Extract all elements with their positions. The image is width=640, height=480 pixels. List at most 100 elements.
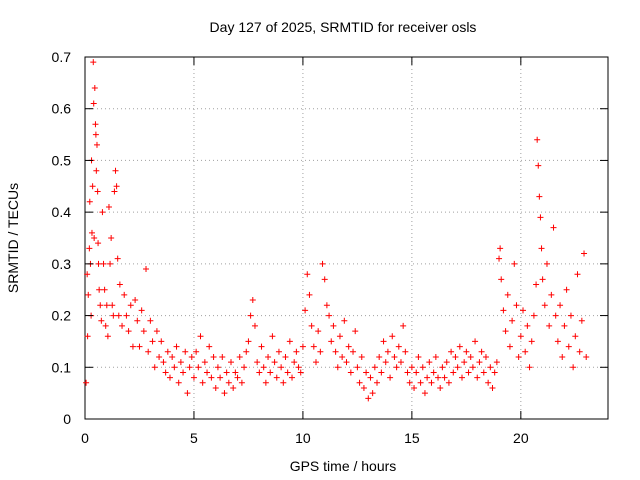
data-point <box>485 379 492 386</box>
data-point <box>180 369 187 376</box>
data-point <box>489 384 496 391</box>
data-point <box>408 364 415 371</box>
data-point <box>380 338 387 345</box>
data-point <box>443 359 450 366</box>
data-point <box>341 317 348 324</box>
data-point <box>299 343 306 350</box>
data-point <box>417 379 424 386</box>
x-axis-ticks: 0 5 10 15 20 <box>81 57 529 446</box>
data-point <box>127 302 134 309</box>
data-point <box>230 384 237 391</box>
data-point <box>435 374 442 381</box>
data-point <box>498 276 505 283</box>
data-point <box>134 317 141 324</box>
grid-lines <box>85 57 608 419</box>
data-point <box>330 322 337 329</box>
data-point <box>92 121 99 128</box>
plot-frame <box>84 56 609 420</box>
data-point <box>93 141 100 148</box>
data-point <box>369 390 376 397</box>
data-point <box>114 255 121 262</box>
data-point <box>546 322 553 329</box>
data-point <box>254 359 261 366</box>
data-point <box>480 369 487 376</box>
data-point <box>326 312 333 319</box>
data-point <box>517 333 524 340</box>
data-point <box>177 359 184 366</box>
data-point <box>461 359 468 366</box>
data-point <box>210 353 217 360</box>
data-point <box>428 379 435 386</box>
x-tick-label: 0 <box>81 430 89 446</box>
data-point <box>491 369 498 376</box>
data-point <box>271 359 278 366</box>
x-axis-label: GPS time / hours <box>290 458 397 474</box>
data-point <box>190 374 197 381</box>
data-point <box>109 302 116 309</box>
x-tick-label: 20 <box>513 430 529 446</box>
data-point <box>251 322 258 329</box>
data-point <box>354 364 361 371</box>
data-point <box>95 260 102 267</box>
data-point <box>415 353 422 360</box>
data-point <box>439 364 446 371</box>
data-point <box>541 302 548 309</box>
data-point <box>225 379 232 386</box>
data-point <box>88 229 95 236</box>
data-point <box>89 183 96 190</box>
data-point <box>506 343 513 350</box>
data-point <box>345 343 352 350</box>
data-point <box>536 193 543 200</box>
data-point <box>96 286 103 293</box>
data-point <box>550 224 557 231</box>
data-point <box>424 374 431 381</box>
data-point <box>108 235 115 241</box>
data-point <box>343 359 350 366</box>
data-point <box>456 343 463 350</box>
data-point <box>115 312 122 319</box>
data-point <box>214 364 221 371</box>
y-axis-ticks: 0 0.1 0.2 0.3 0.4 0.5 0.6 0.7 <box>52 49 608 427</box>
data-point <box>472 338 479 345</box>
data-point <box>138 307 145 314</box>
data-point <box>328 338 335 345</box>
data-point <box>334 364 341 371</box>
data-point <box>247 312 254 319</box>
data-point <box>306 291 313 298</box>
data-point <box>112 167 119 174</box>
data-point <box>123 312 130 319</box>
data-point <box>249 297 256 304</box>
data-point <box>256 369 263 376</box>
data-point <box>570 364 577 371</box>
data-point <box>511 260 518 267</box>
data-point <box>308 322 315 329</box>
data-point <box>223 369 230 376</box>
data-point <box>554 338 561 345</box>
data-point <box>166 374 173 381</box>
data-point <box>195 364 202 371</box>
data-point <box>162 369 169 376</box>
data-point <box>376 353 383 360</box>
data-point <box>282 353 289 360</box>
data-point <box>552 312 559 319</box>
data-point <box>86 198 93 205</box>
chart-title: Day 127 of 2025, SRMTID for receiver osl… <box>210 19 477 35</box>
data-point <box>574 271 581 278</box>
data-point <box>387 374 394 381</box>
data-point <box>578 317 585 324</box>
data-point <box>217 374 224 381</box>
data-point <box>576 348 583 355</box>
y-tick-label: 0.7 <box>52 49 72 65</box>
data-point <box>208 374 215 381</box>
data-point <box>297 369 304 376</box>
data-point <box>441 374 448 381</box>
y-tick-label: 0.4 <box>52 204 72 220</box>
data-point <box>474 374 481 381</box>
data-point <box>339 353 346 360</box>
data-point <box>188 353 195 360</box>
data-point <box>212 384 219 391</box>
data-point <box>245 338 252 345</box>
data-point <box>156 353 163 360</box>
data-point <box>332 348 339 355</box>
data-point <box>543 260 550 267</box>
